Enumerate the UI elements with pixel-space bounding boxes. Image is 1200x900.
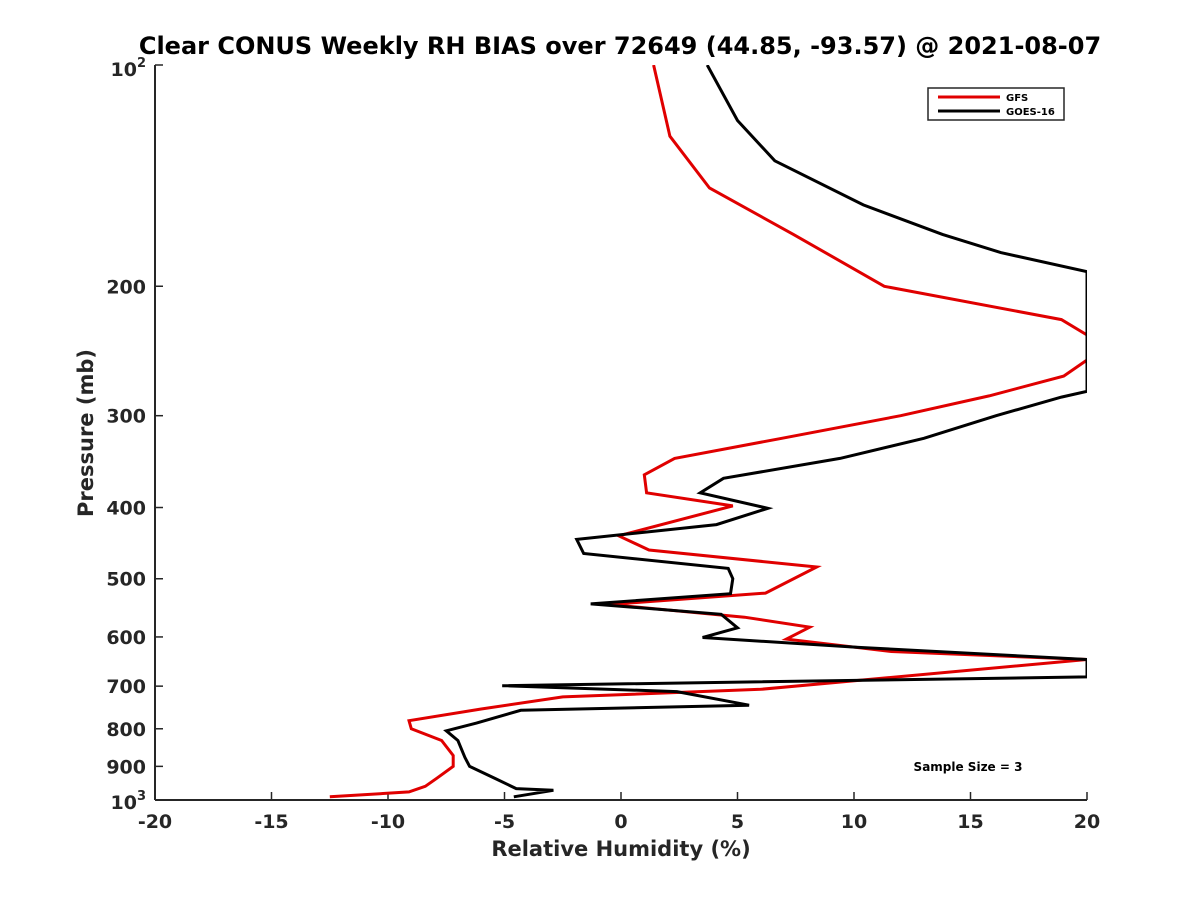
y-axis-label: Pressure (mb) — [74, 349, 98, 517]
y-tick-label: 700 — [106, 676, 146, 698]
legend: GFS GOES-16 — [927, 87, 1065, 121]
x-tick-label: 10 — [841, 811, 867, 833]
legend-box — [927, 87, 1065, 121]
y-tick-label: 900 — [106, 756, 146, 778]
chart-title: Clear CONUS Weekly RH BIAS over 72649 (4… — [139, 32, 1101, 60]
x-tick-label: 15 — [957, 811, 983, 833]
y-tick-label: 200 — [106, 276, 146, 298]
x-axis-label: Relative Humidity (%) — [491, 837, 750, 861]
y-ticks: 200 300 400 500 600 700 800 900 — [106, 64, 163, 801]
y-tick-label-bottom: 103 — [111, 789, 147, 814]
x-ticks: -20 -15 -10 -5 0 5 10 15 20 — [138, 792, 1100, 833]
x-tick-label: 20 — [1074, 811, 1100, 833]
x-tick-label: 0 — [614, 811, 627, 833]
series-line-gfs — [329, 65, 1087, 799]
x-tick-label: -20 — [138, 811, 172, 833]
series-layer — [329, 65, 1087, 799]
y-tick-label: 500 — [106, 569, 146, 591]
x-tick-label: 5 — [731, 811, 744, 833]
y-tick-label: 300 — [106, 406, 146, 428]
sample-size-annotation: Sample Size = 3 — [914, 760, 1023, 774]
y-tick-label: 600 — [106, 627, 146, 649]
legend-label-gfs: GFS — [1006, 93, 1028, 104]
x-tick-label: -10 — [371, 811, 405, 833]
y-tick-label: 800 — [106, 719, 146, 741]
x-tick-label: -5 — [494, 811, 515, 833]
y-tick-label: 400 — [106, 498, 146, 520]
y-tick-label-top: 102 — [111, 56, 147, 81]
x-tick-label: -15 — [254, 811, 288, 833]
legend-label-goes-16: GOES-16 — [1006, 107, 1055, 118]
series-line-goes-16 — [443, 65, 1087, 799]
